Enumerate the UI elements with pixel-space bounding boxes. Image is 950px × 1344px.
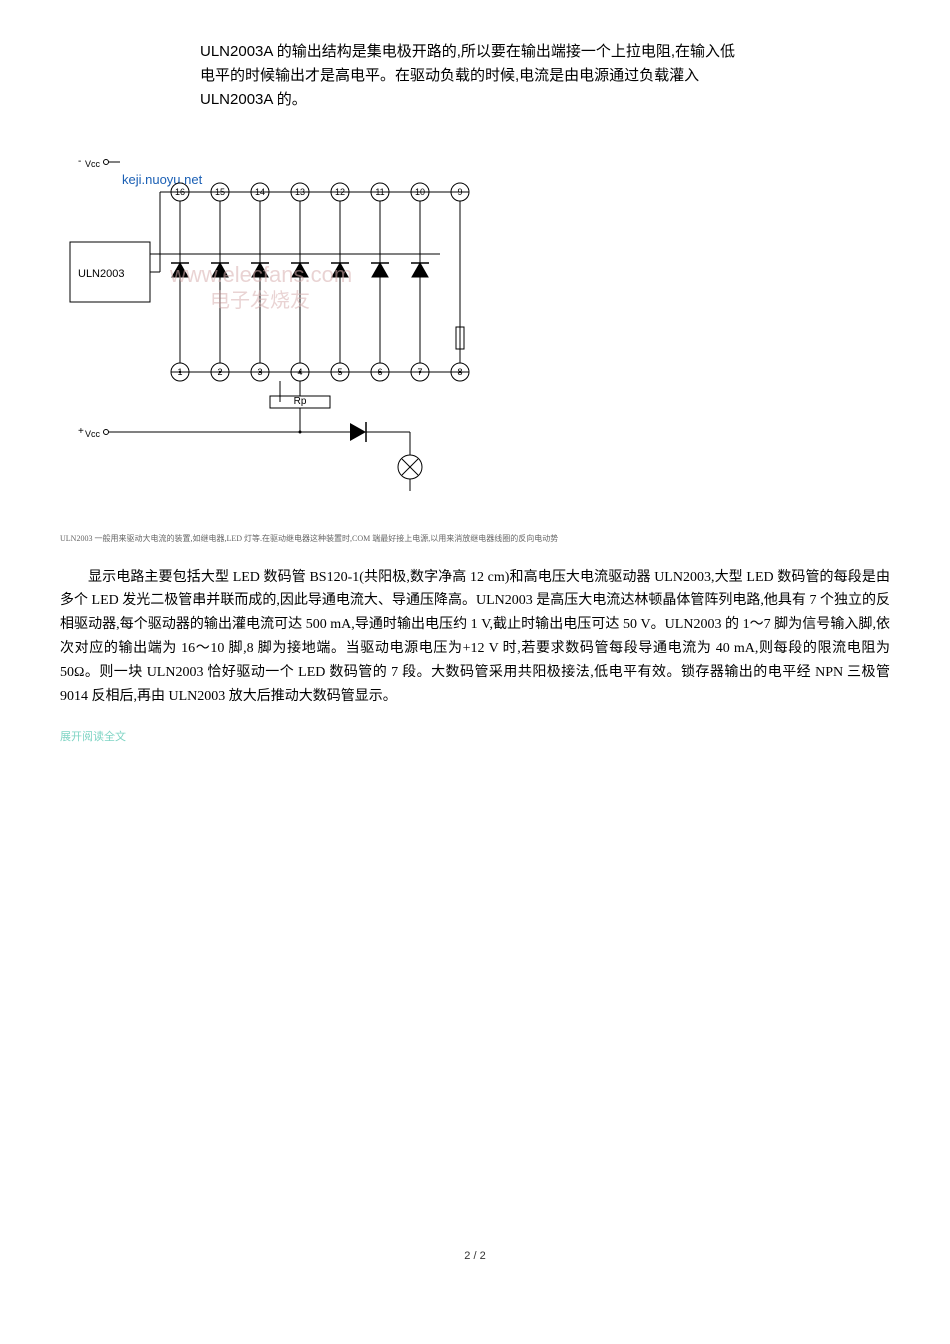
page-number: 2 / 2 [60, 1247, 890, 1266]
svg-text:Rp: Rp [294, 396, 307, 407]
svg-text:Vcc: Vcc [85, 429, 101, 439]
svg-text:+: + [78, 426, 84, 437]
circuit-diagram: -Vcc+Vcckeji.nuoyu.netULN200316115214313… [60, 132, 890, 512]
intro-paragraph: ULN2003A 的输出结构是集电极开路的,所以要在输出端接一个上拉电阻,在输入… [200, 40, 750, 112]
expand-link[interactable]: 展开阅读全文 [60, 728, 890, 747]
svg-text:Vcc: Vcc [85, 159, 101, 169]
svg-text:电子发烧友: 电子发烧友 [210, 289, 310, 312]
svg-text:-: - [78, 156, 81, 167]
svg-text:ULN2003: ULN2003 [78, 268, 124, 280]
svg-text:www.elecfans.com: www.elecfans.com [169, 262, 352, 287]
body-paragraph: 显示电路主要包括大型 LED 数码管 BS120-1(共阳极,数字净高 12 c… [60, 566, 890, 709]
svg-text:keji.nuoyu.net: keji.nuoyu.net [122, 172, 203, 187]
diagram-caption: ULN2003 一般用来驱动大电流的装置,如继电器,LED 灯等.在驱动继电器这… [60, 532, 890, 546]
